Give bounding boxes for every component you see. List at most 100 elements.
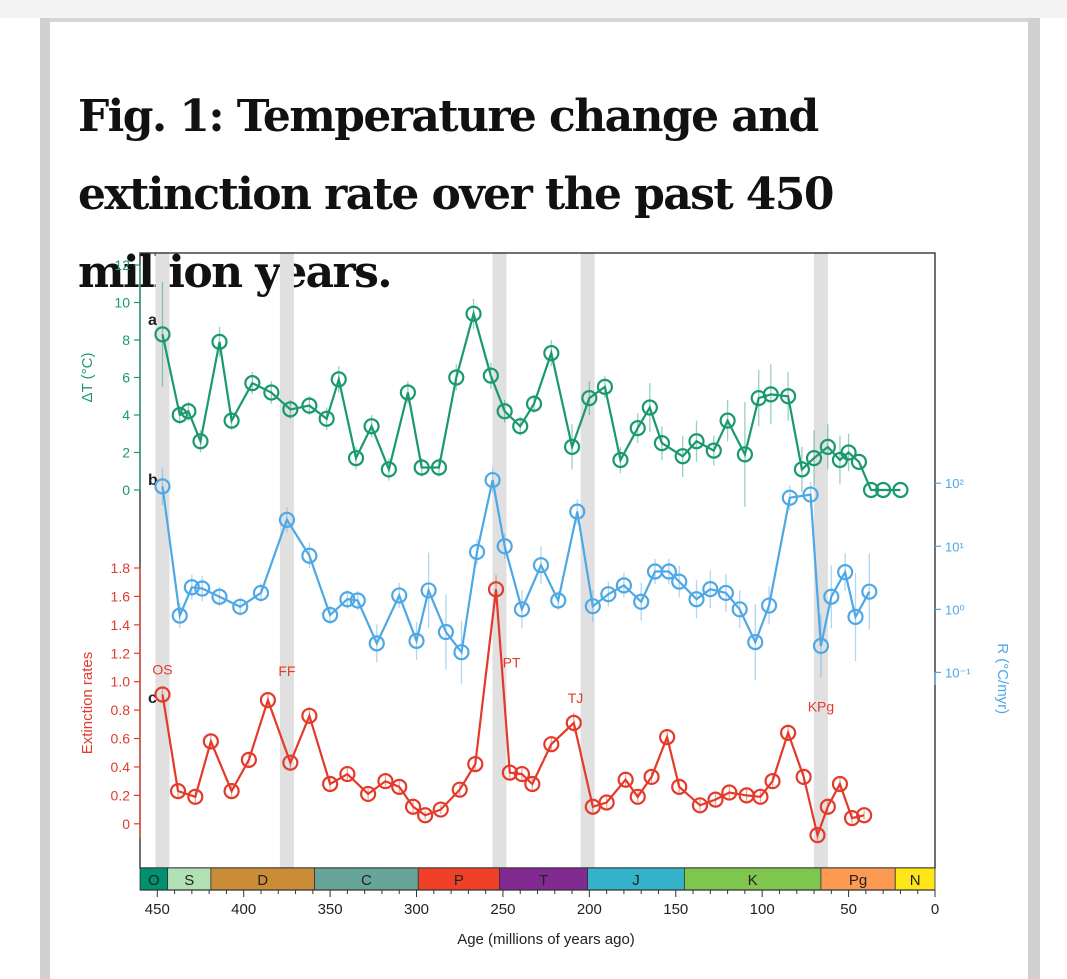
- period-label: S: [184, 872, 194, 889]
- period-label: D: [257, 872, 268, 889]
- data-point: [646, 563, 664, 580]
- highlight-band: [279, 253, 294, 868]
- data-point: [532, 557, 550, 574]
- data-point: [513, 765, 531, 783]
- data-point: [501, 764, 518, 781]
- data-point: [812, 637, 830, 655]
- data-point: [875, 481, 892, 499]
- data-point: [795, 768, 812, 785]
- y-tick-label: 1.2: [111, 645, 131, 661]
- series: OS FF PT TJ KPg: [152, 281, 909, 844]
- panel-letter: a: [148, 312, 157, 329]
- x-tick-label: 450: [145, 901, 170, 918]
- data-point: [633, 593, 650, 610]
- data-point: [892, 481, 909, 499]
- data-point: [194, 580, 211, 597]
- data-point: [862, 481, 880, 499]
- data-point: [363, 418, 380, 435]
- axes: 0 2 4 6 8 10 12 ΔT (°C) a 10² 10¹ 10⁰ 10⁻¹ R (°C/myr)…: [79, 257, 1011, 838]
- data-point: [721, 784, 738, 801]
- data-point: [760, 597, 778, 614]
- data-point: [263, 384, 280, 401]
- y-tick-label: 10⁰: [945, 602, 965, 617]
- data-point: [154, 478, 171, 495]
- data-point: [823, 588, 840, 605]
- x-tick-label: 200: [577, 901, 602, 918]
- y-axis-title: Extinction rates: [79, 652, 96, 755]
- data-point: [600, 586, 617, 603]
- data-point: [187, 788, 204, 805]
- period-label: C: [361, 872, 372, 889]
- data-point: [399, 384, 416, 401]
- data-point: [154, 326, 171, 343]
- data-point: [612, 451, 629, 469]
- x-tick-label: 50: [840, 901, 857, 918]
- data-point: [339, 765, 356, 783]
- data-point: [171, 406, 188, 424]
- data-point: [856, 807, 873, 824]
- data-point: [850, 453, 868, 470]
- data-point: [705, 442, 722, 459]
- x-tick-label: 250: [490, 901, 515, 918]
- data-point: [467, 756, 484, 773]
- y-tick-label: 10²: [945, 476, 964, 491]
- y-tick-label: 6: [122, 370, 130, 386]
- data-point: [368, 635, 385, 652]
- data-point: [719, 412, 736, 429]
- data-point: [330, 371, 347, 388]
- data-point: [512, 418, 529, 435]
- data-point: [339, 591, 356, 608]
- data-point: [453, 644, 470, 661]
- data-point: [244, 375, 261, 392]
- data-point: [565, 714, 582, 731]
- event-label: TJ: [568, 690, 584, 706]
- data-point: [802, 486, 819, 503]
- event-label: OS: [152, 662, 172, 678]
- period-label: O: [148, 872, 160, 889]
- data-point: [659, 729, 676, 746]
- data-point: [408, 632, 425, 649]
- data-point: [169, 783, 187, 800]
- geologic-period-bar: O S D C P T J K Pg N 450 400 350 300 250 200 150 100 50 0: [139, 867, 939, 918]
- data-point: [550, 592, 567, 609]
- data-point: [543, 345, 560, 362]
- data-point: [779, 724, 797, 741]
- data-point: [598, 794, 615, 811]
- y-tick-label: 10: [114, 295, 130, 311]
- data-point: [322, 606, 339, 624]
- data-point: [420, 582, 437, 599]
- data-point: [674, 448, 691, 465]
- data-point: [451, 781, 468, 798]
- data-point: [819, 438, 836, 455]
- data-point: [347, 450, 365, 467]
- period-label: K: [748, 872, 758, 889]
- data-point: [717, 584, 734, 602]
- data-point: [180, 403, 197, 420]
- y-tick-label: 0.2: [111, 787, 131, 803]
- data-point: [154, 686, 171, 703]
- data-point: [301, 707, 318, 724]
- figure-title: Fig. 1: Temperature change and extinctio…: [78, 91, 834, 298]
- y-tick-label: 0.8: [111, 702, 131, 718]
- data-point: [781, 489, 798, 506]
- y-tick-label: 1.6: [111, 588, 131, 604]
- data-point: [171, 607, 188, 624]
- data-point: [691, 797, 709, 814]
- data-point: [764, 773, 781, 790]
- x-tick-label: 300: [404, 901, 429, 918]
- period-label: T: [539, 872, 548, 889]
- highlight-band: [580, 253, 595, 868]
- data-point: [641, 399, 658, 416]
- data-point: [617, 771, 634, 788]
- data-point: [487, 581, 505, 598]
- data-point: [430, 459, 448, 476]
- series-line: [161, 479, 871, 655]
- x-tick-label: 350: [318, 901, 343, 918]
- data-point: [380, 461, 397, 478]
- data-point: [349, 592, 366, 609]
- data-point: [581, 390, 598, 407]
- data-point: [417, 807, 434, 824]
- data-point: [232, 598, 249, 615]
- data-point: [448, 369, 465, 386]
- data-point: [282, 401, 299, 418]
